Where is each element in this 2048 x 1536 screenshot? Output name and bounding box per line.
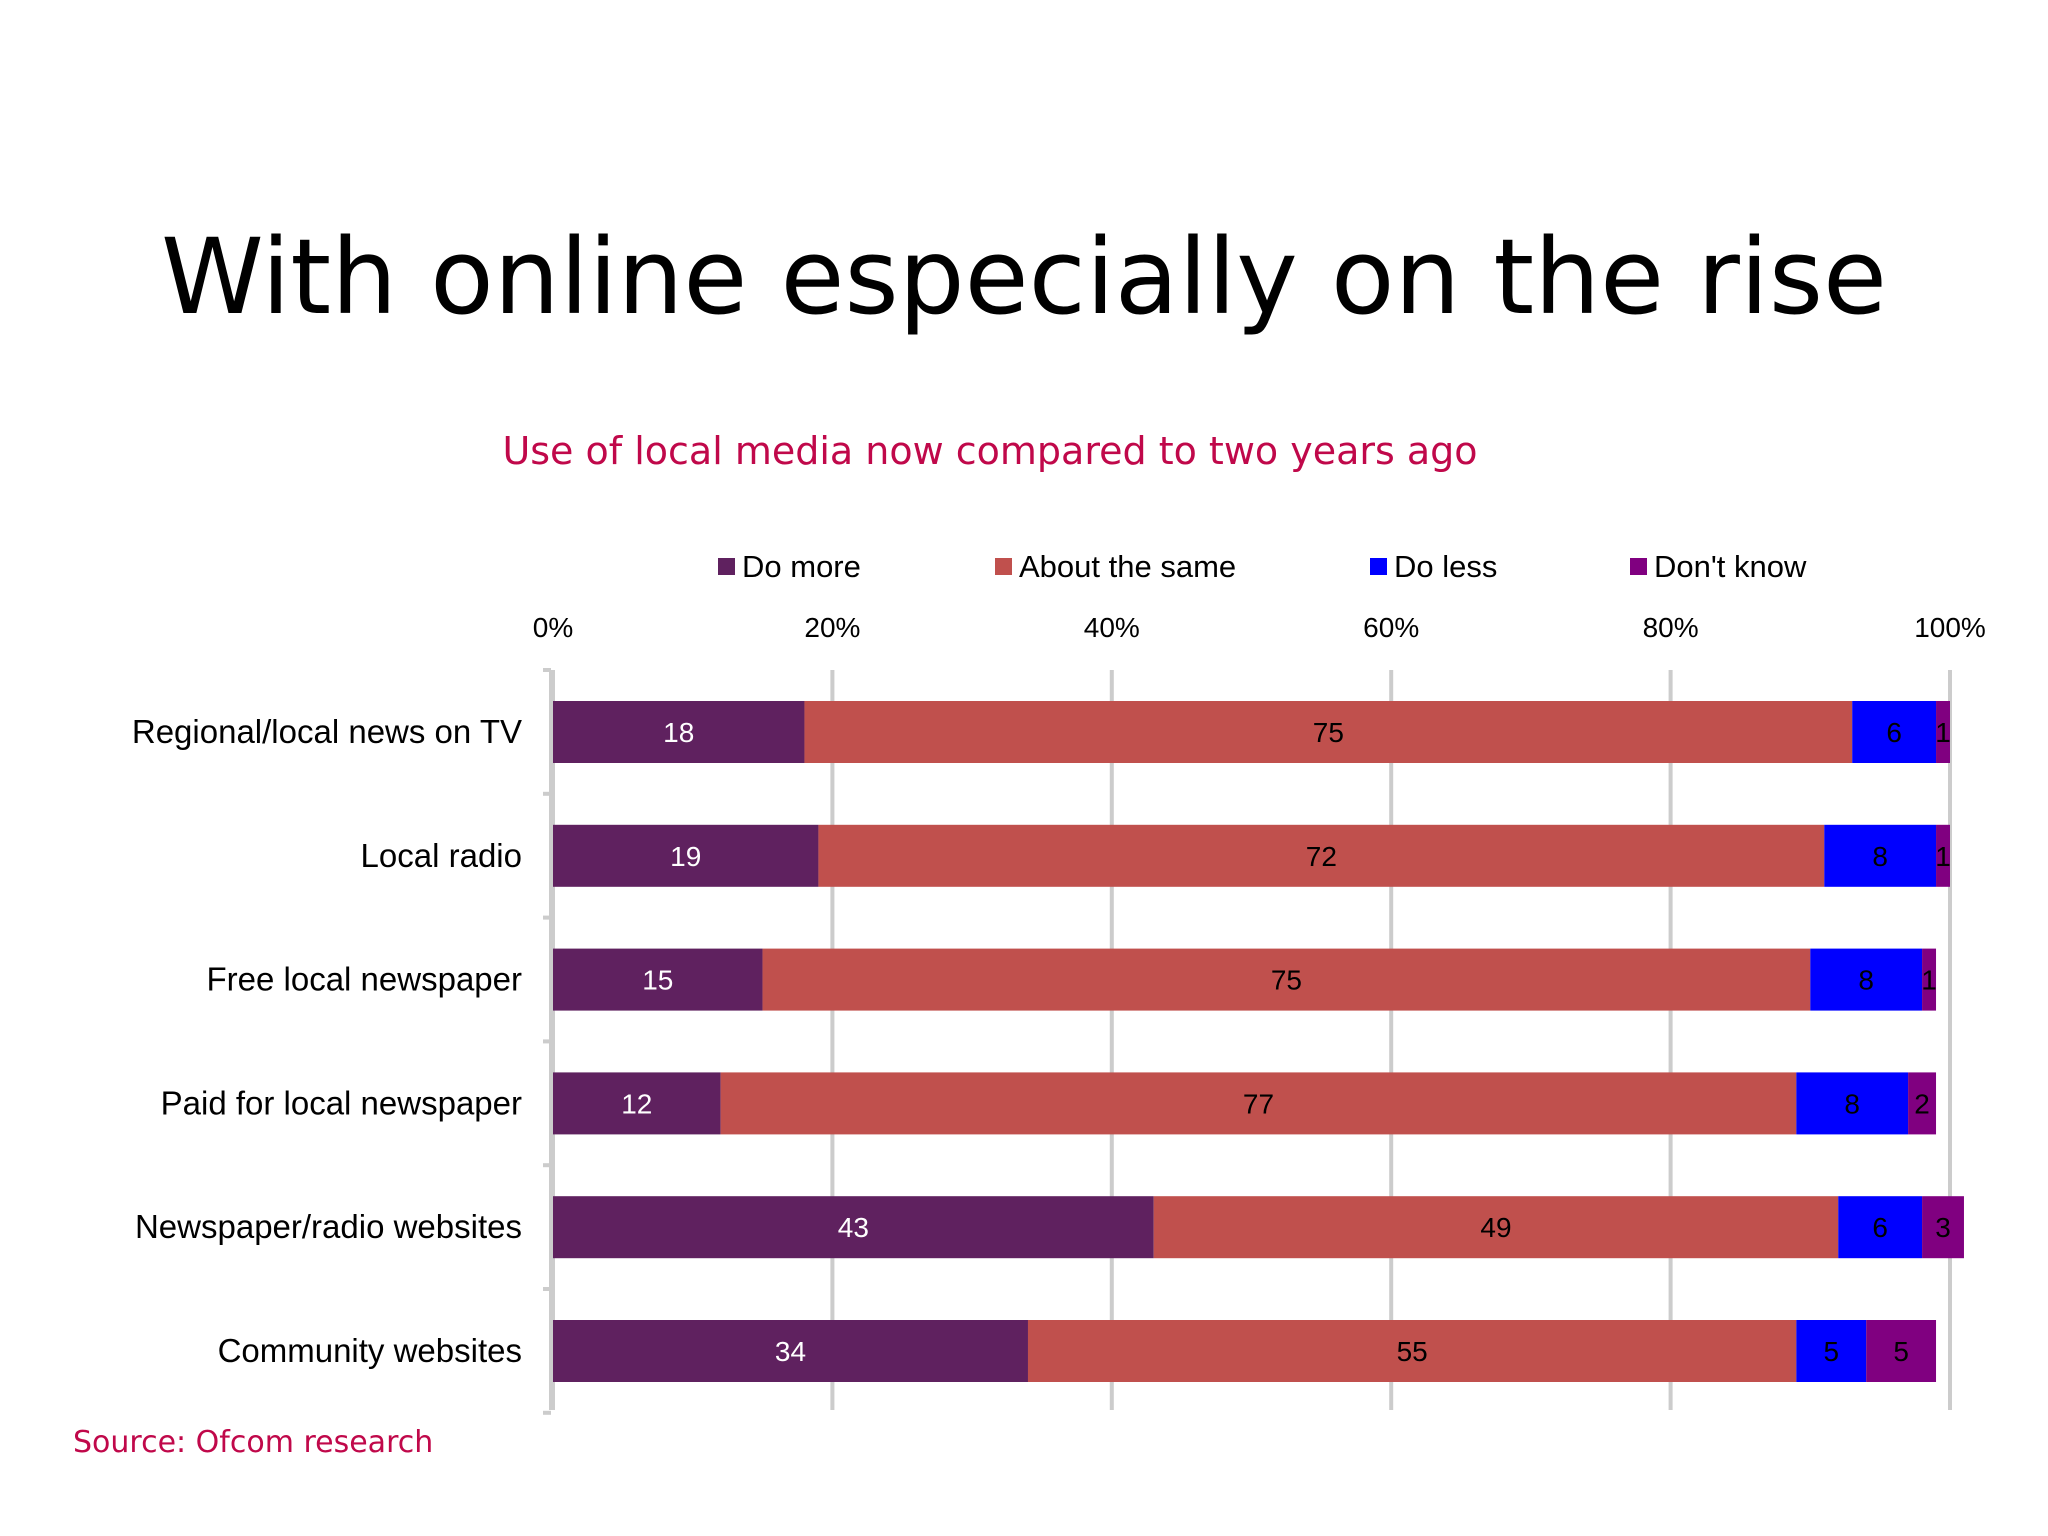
bar-segment	[553, 1072, 721, 1135]
bar-segment	[1796, 1072, 1909, 1135]
bar-segment	[553, 948, 763, 1011]
bar-segment	[1838, 1196, 1923, 1259]
data-label: 5	[1823, 1336, 1839, 1367]
data-label: 55	[1397, 1336, 1428, 1367]
legend-swatch	[718, 558, 735, 575]
bar-segment	[1810, 948, 1923, 1011]
x-tick-label: 100%	[1914, 612, 1986, 643]
data-label: 75	[1271, 965, 1302, 996]
category-label: Local radio	[361, 837, 522, 874]
legend-label: Don't know	[1654, 549, 1807, 584]
legend-label: About the same	[1019, 549, 1236, 584]
x-tick-label: 60%	[1363, 612, 1419, 643]
bar-segment	[720, 1072, 1797, 1135]
category-label: Community websites	[218, 1332, 522, 1369]
data-label: 1	[1935, 841, 1951, 872]
category-label: Newspaper/radio websites	[135, 1208, 522, 1245]
data-label: 1	[1921, 965, 1937, 996]
legend-label: Do more	[742, 549, 861, 584]
data-label: 77	[1243, 1088, 1274, 1119]
data-label: 49	[1480, 1212, 1511, 1243]
x-tick-label: 80%	[1643, 612, 1699, 643]
data-label: 3	[1935, 1212, 1951, 1243]
bar-segment	[804, 701, 1853, 763]
data-label: 75	[1313, 717, 1344, 748]
bar-segment	[1824, 824, 1937, 887]
bar-segment	[1852, 701, 1937, 763]
x-tick-label: 0%	[533, 612, 573, 643]
data-label: 72	[1306, 841, 1337, 872]
data-label: 8	[1844, 1088, 1860, 1119]
bar-segment	[1866, 1320, 1937, 1382]
legend-swatch	[1630, 558, 1647, 575]
x-tick-label: 40%	[1084, 612, 1140, 643]
bar-segment	[1936, 824, 1950, 887]
bar-segment	[1908, 1072, 1937, 1135]
data-label: 5	[1893, 1336, 1909, 1367]
bar-segment	[1153, 1196, 1839, 1259]
bar-segment	[1922, 948, 1937, 1011]
data-label: 19	[670, 841, 701, 872]
data-label: 12	[621, 1088, 652, 1119]
data-label: 1	[1935, 717, 1951, 748]
bar-segment	[553, 1196, 1154, 1259]
bar-segment	[1027, 1320, 1797, 1382]
data-label: 6	[1886, 717, 1902, 748]
bar-segment	[818, 824, 1825, 887]
bar-segment	[1796, 1320, 1867, 1382]
legend-swatch	[995, 558, 1012, 575]
bar-segment	[553, 1320, 1028, 1382]
bar-segment	[553, 824, 819, 887]
bar-segment	[1922, 1196, 1964, 1259]
data-label: 34	[775, 1336, 806, 1367]
data-label: 2	[1914, 1088, 1930, 1119]
data-label: 8	[1858, 965, 1874, 996]
data-label: 43	[838, 1212, 869, 1243]
bar-segment	[1936, 701, 1950, 763]
data-label: 6	[1872, 1212, 1888, 1243]
legend-swatch	[1370, 558, 1387, 575]
bar-segment	[553, 701, 805, 763]
data-label: 8	[1872, 841, 1888, 872]
data-label: 15	[642, 965, 673, 996]
category-label: Regional/local news on TV	[132, 713, 522, 750]
legend-label: Do less	[1394, 549, 1497, 584]
category-label: Paid for local newspaper	[161, 1084, 522, 1121]
category-label: Free local newspaper	[207, 961, 523, 998]
x-tick-label: 20%	[804, 612, 860, 643]
bar-segment	[762, 948, 1811, 1011]
data-label: 18	[663, 717, 694, 748]
slide-title: With online especially on the rise	[160, 216, 1887, 338]
source-note: Source: Ofcom research	[73, 1425, 434, 1460]
chart-title: Use of local media now compared to two y…	[502, 429, 1478, 473]
